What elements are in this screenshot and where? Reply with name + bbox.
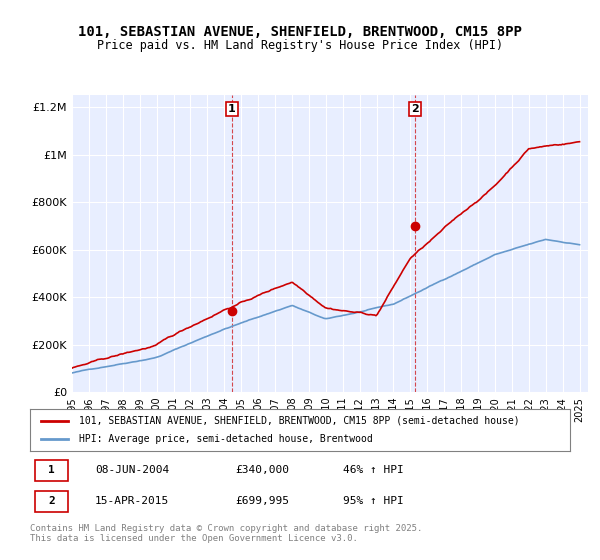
Text: £699,995: £699,995 [235, 496, 289, 506]
Text: 101, SEBASTIAN AVENUE, SHENFIELD, BRENTWOOD, CM15 8PP (semi-detached house): 101, SEBASTIAN AVENUE, SHENFIELD, BRENTW… [79, 416, 519, 426]
Text: Contains HM Land Registry data © Crown copyright and database right 2025.
This d: Contains HM Land Registry data © Crown c… [30, 524, 422, 543]
Text: 101, SEBASTIAN AVENUE, SHENFIELD, BRENTWOOD, CM15 8PP: 101, SEBASTIAN AVENUE, SHENFIELD, BRENTW… [78, 25, 522, 39]
Text: 95% ↑ HPI: 95% ↑ HPI [343, 496, 404, 506]
Text: 1: 1 [228, 104, 236, 114]
FancyBboxPatch shape [35, 460, 68, 480]
FancyBboxPatch shape [35, 491, 68, 512]
Text: £340,000: £340,000 [235, 465, 289, 475]
Text: 46% ↑ HPI: 46% ↑ HPI [343, 465, 404, 475]
Text: 08-JUN-2004: 08-JUN-2004 [95, 465, 169, 475]
Text: 1: 1 [48, 465, 55, 475]
Text: 15-APR-2015: 15-APR-2015 [95, 496, 169, 506]
Text: 2: 2 [412, 104, 419, 114]
Text: HPI: Average price, semi-detached house, Brentwood: HPI: Average price, semi-detached house,… [79, 434, 373, 444]
Text: Price paid vs. HM Land Registry's House Price Index (HPI): Price paid vs. HM Land Registry's House … [97, 39, 503, 52]
Text: 2: 2 [48, 496, 55, 506]
